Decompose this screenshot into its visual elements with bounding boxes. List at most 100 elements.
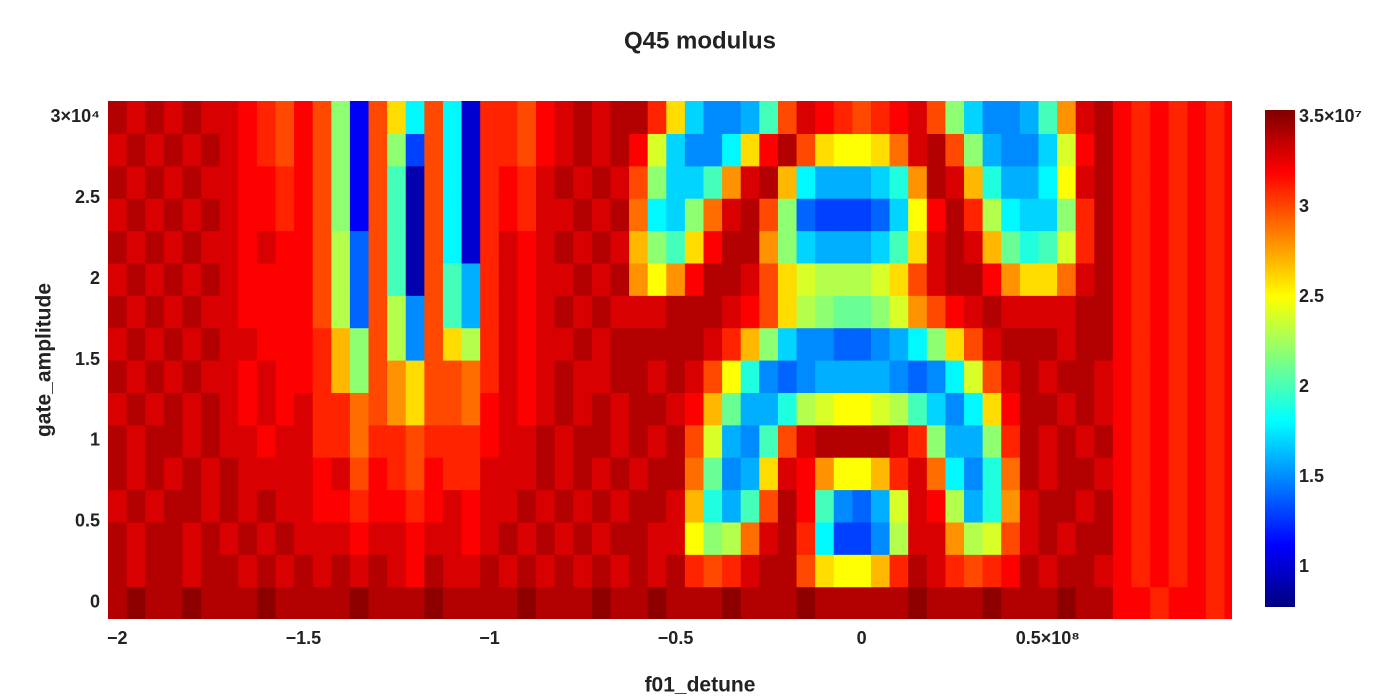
- heatmap-cell: [759, 133, 779, 167]
- heatmap-cell: [964, 165, 984, 199]
- heatmap-cell: [442, 230, 463, 264]
- heatmap-cell: [238, 521, 258, 555]
- heatmap-cell: [703, 165, 723, 199]
- heatmap-cell: [145, 327, 165, 361]
- heatmap-cell: [722, 489, 742, 523]
- heatmap-cell: [1038, 586, 1058, 619]
- heatmap-cell: [610, 295, 630, 329]
- heatmap-cell: [1019, 133, 1040, 167]
- heatmap-cell: [387, 457, 407, 491]
- heatmap-cell: [387, 101, 407, 134]
- heatmap-cell: [870, 554, 891, 588]
- y-axis-title: gate_amplitude: [33, 283, 56, 437]
- heatmap-cell: [294, 554, 314, 588]
- heatmap-cell: [1112, 165, 1133, 199]
- heatmap-cell: [666, 457, 686, 491]
- heatmap-cell: [480, 392, 500, 426]
- heatmap-cell: [256, 392, 277, 426]
- heatmap-cell: [833, 295, 853, 329]
- heatmap-cell: [294, 392, 314, 426]
- heatmap-cell: [610, 424, 630, 458]
- heatmap-cell: [312, 360, 332, 393]
- heatmap-cell: [182, 489, 202, 523]
- heatmap-cell: [1112, 554, 1133, 588]
- heatmap-cell: [722, 424, 742, 458]
- heatmap-cell: [908, 586, 928, 619]
- heatmap-cell: [442, 360, 463, 393]
- heatmap-cell: [331, 101, 351, 134]
- heatmap-cell: [1131, 457, 1151, 491]
- heatmap-cell: [1057, 521, 1077, 555]
- heatmap-cell: [554, 101, 574, 134]
- heatmap-cell: [442, 295, 463, 329]
- heatmap-cell: [312, 392, 332, 426]
- heatmap-cell: [405, 295, 425, 329]
- heatmap-cell: [1224, 554, 1232, 588]
- heatmap-cell: [442, 554, 463, 588]
- heatmap-cell: [442, 133, 463, 167]
- heatmap-cell: [573, 392, 593, 426]
- heatmap-cell: [759, 262, 779, 296]
- heatmap-cell: [126, 262, 146, 296]
- heatmap-cell: [1094, 262, 1114, 296]
- heatmap-cell: [908, 424, 928, 458]
- heatmap-cell: [1075, 198, 1095, 232]
- heatmap-cell: [777, 360, 798, 393]
- heatmap-cell: [368, 521, 388, 555]
- heatmap-cell: [647, 360, 667, 393]
- heatmap-cell: [182, 392, 202, 426]
- y-tick-label: 0.5: [75, 511, 100, 531]
- heatmap-cell: [1075, 165, 1095, 199]
- heatmap-cell: [182, 360, 202, 393]
- heatmap-cell: [517, 165, 537, 199]
- heatmap-cell: [201, 295, 221, 329]
- heatmap-cell: [238, 489, 258, 523]
- heatmap-cell: [982, 198, 1002, 232]
- y-tick-label: 2: [90, 268, 100, 288]
- heatmap-cell: [591, 489, 612, 523]
- heatmap-cell: [368, 360, 388, 393]
- heatmap-cell: [201, 198, 221, 232]
- heatmap-cell: [1001, 262, 1021, 296]
- heatmap-cell: [331, 586, 351, 619]
- heatmap-cell: [536, 198, 556, 232]
- colorbar-tick-label: 1.5: [1299, 466, 1324, 486]
- heatmap-cell: [554, 489, 574, 523]
- heatmap-cell: [629, 457, 649, 491]
- heatmap-cell: [982, 101, 1002, 134]
- heatmap-cell: [759, 198, 779, 232]
- heatmap-cell: [703, 424, 723, 458]
- heatmap-cell: [796, 424, 816, 458]
- heatmap-cell: [1075, 327, 1095, 361]
- heatmap-cell: [1168, 230, 1188, 264]
- heatmap-cell: [777, 554, 798, 588]
- heatmap-cell: [554, 295, 574, 329]
- heatmap-cell: [108, 327, 128, 361]
- heatmap-cell: [964, 554, 984, 588]
- heatmap-cell: [870, 586, 891, 619]
- heatmap-cell: [480, 586, 500, 619]
- heatmap-cell: [1131, 133, 1151, 167]
- heatmap-cell: [461, 457, 481, 491]
- heatmap-cell: [498, 554, 519, 588]
- heatmap-cell: [1224, 230, 1232, 264]
- heatmap-cell: [1131, 295, 1151, 329]
- heatmap-cell: [796, 295, 816, 329]
- heatmap-cell: [1001, 521, 1021, 555]
- heatmap-cell: [1112, 457, 1133, 491]
- heatmap-cell: [908, 198, 928, 232]
- heatmap-cell: [145, 165, 165, 199]
- heatmap-cell: [256, 424, 277, 458]
- heatmap-cell: [182, 133, 202, 167]
- heatmap-cell: [926, 198, 947, 232]
- heatmap-cell: [275, 554, 295, 588]
- heatmap-cell: [461, 133, 481, 167]
- heatmap-cell: [349, 392, 370, 426]
- heatmap-cell: [387, 262, 407, 296]
- heatmap-cell: [1019, 554, 1040, 588]
- heatmap-cell: [870, 262, 891, 296]
- heatmap-cell: [1001, 165, 1021, 199]
- heatmap-cell: [629, 165, 649, 199]
- heatmap-cell: [201, 489, 221, 523]
